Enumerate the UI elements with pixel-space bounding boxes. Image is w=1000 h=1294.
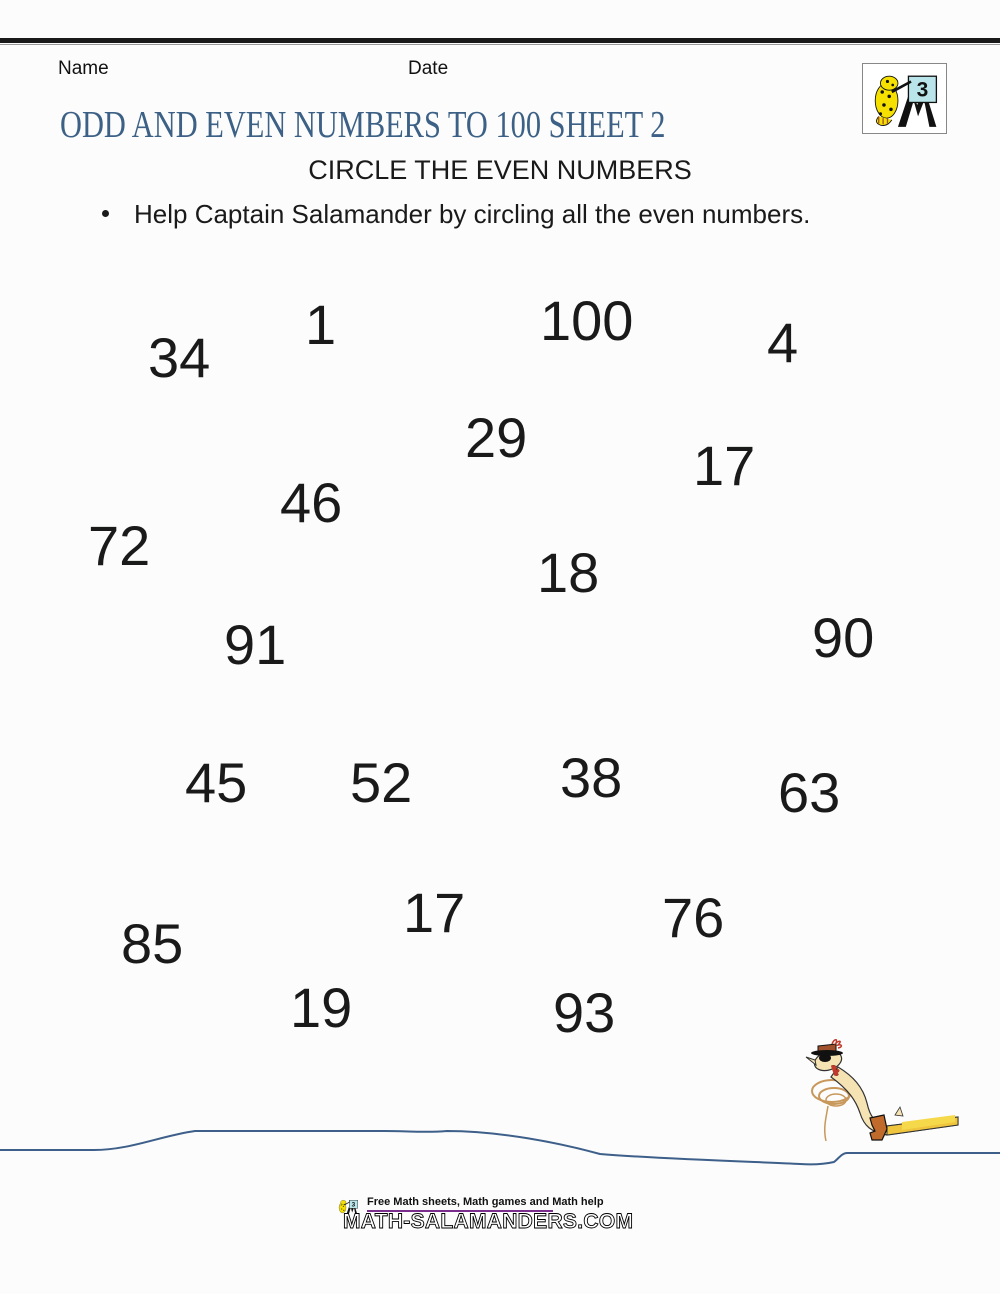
- svg-text:3: 3: [917, 78, 929, 101]
- svg-text:3: 3: [352, 1201, 356, 1208]
